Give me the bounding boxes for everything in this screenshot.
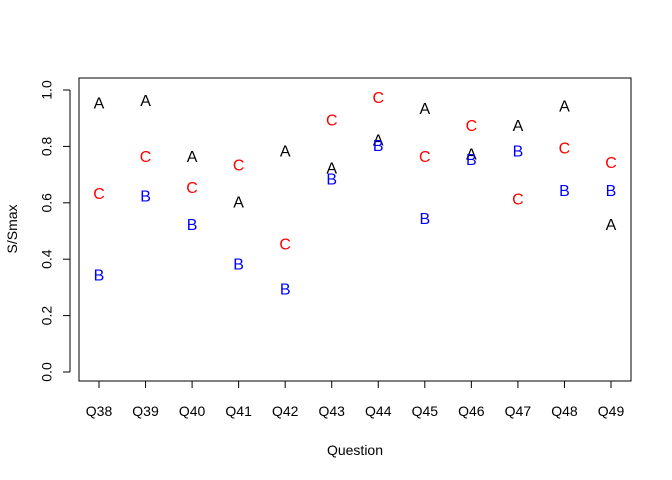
- y-axis: 0.0 0.2 0.4 0.6 0.8 1.0: [39, 80, 71, 382]
- x-tick-label: Q47: [505, 403, 532, 419]
- data-point: B: [373, 138, 384, 155]
- x-tick-label: Q42: [272, 403, 299, 419]
- y-tick-label: 1.0: [39, 80, 55, 100]
- data-point: A: [326, 160, 337, 177]
- data-point: A: [233, 194, 244, 211]
- data-point: A: [559, 98, 570, 115]
- x-tick-label: Q44: [365, 403, 392, 419]
- x-tick-label: Q40: [179, 403, 206, 419]
- y-tick-label: 0.8: [39, 136, 55, 156]
- data-point: C: [279, 237, 291, 254]
- data-point: C: [93, 186, 105, 203]
- y-tick-label: 0.2: [39, 306, 55, 326]
- x-tick-label: Q38: [86, 403, 113, 419]
- data-point: B: [466, 152, 477, 169]
- data-point: C: [466, 118, 478, 135]
- x-tick-label: Q49: [598, 403, 625, 419]
- data-point: A: [419, 101, 430, 118]
- data-point: B: [606, 183, 617, 200]
- data-point: B: [233, 256, 244, 273]
- data-point: B: [559, 183, 570, 200]
- data-point: B: [140, 189, 151, 206]
- data-point: A: [94, 96, 105, 113]
- data-point: C: [233, 158, 245, 175]
- x-tick-label: Q45: [412, 403, 439, 419]
- x-tick-label: Q46: [458, 403, 485, 419]
- data-point: C: [372, 90, 384, 107]
- data-point: A: [280, 144, 291, 161]
- x-tick-label: Q41: [225, 403, 252, 419]
- data-point: B: [419, 211, 430, 228]
- y-tick-label: 0.4: [39, 249, 55, 269]
- data-point: A: [466, 146, 477, 163]
- data-point: C: [326, 113, 338, 130]
- data-point: C: [186, 180, 198, 197]
- y-tick-label: 0.0: [39, 362, 55, 382]
- x-axis-title: Question: [327, 442, 383, 458]
- data-point: A: [513, 118, 524, 135]
- data-point: C: [140, 149, 152, 166]
- x-axis: Q38 Q39 Q40 Q41 Q42 Q43 Q44 Q45 Q46 Q47 Q48 Q49: [86, 380, 625, 419]
- y-tick-label: 0.6: [39, 193, 55, 213]
- plot-frame: [78, 77, 632, 382]
- x-tick-label: Q43: [318, 403, 345, 419]
- data-point: B: [94, 268, 105, 285]
- data-point: C: [419, 149, 431, 166]
- data-point: B: [280, 282, 291, 299]
- data-point: A: [187, 149, 198, 166]
- data-point: A: [606, 217, 617, 234]
- data-point: C: [512, 191, 524, 208]
- data-point: C: [605, 155, 617, 172]
- y-axis-title: S/Smax: [4, 204, 20, 253]
- data-point: B: [513, 144, 524, 161]
- data-point: B: [187, 217, 198, 234]
- data-point: C: [559, 141, 571, 158]
- x-tick-label: Q39: [132, 403, 159, 419]
- data-point: B: [326, 172, 337, 189]
- data-point: A: [373, 132, 384, 149]
- data-point: A: [140, 93, 151, 110]
- x-tick-label: Q48: [551, 403, 578, 419]
